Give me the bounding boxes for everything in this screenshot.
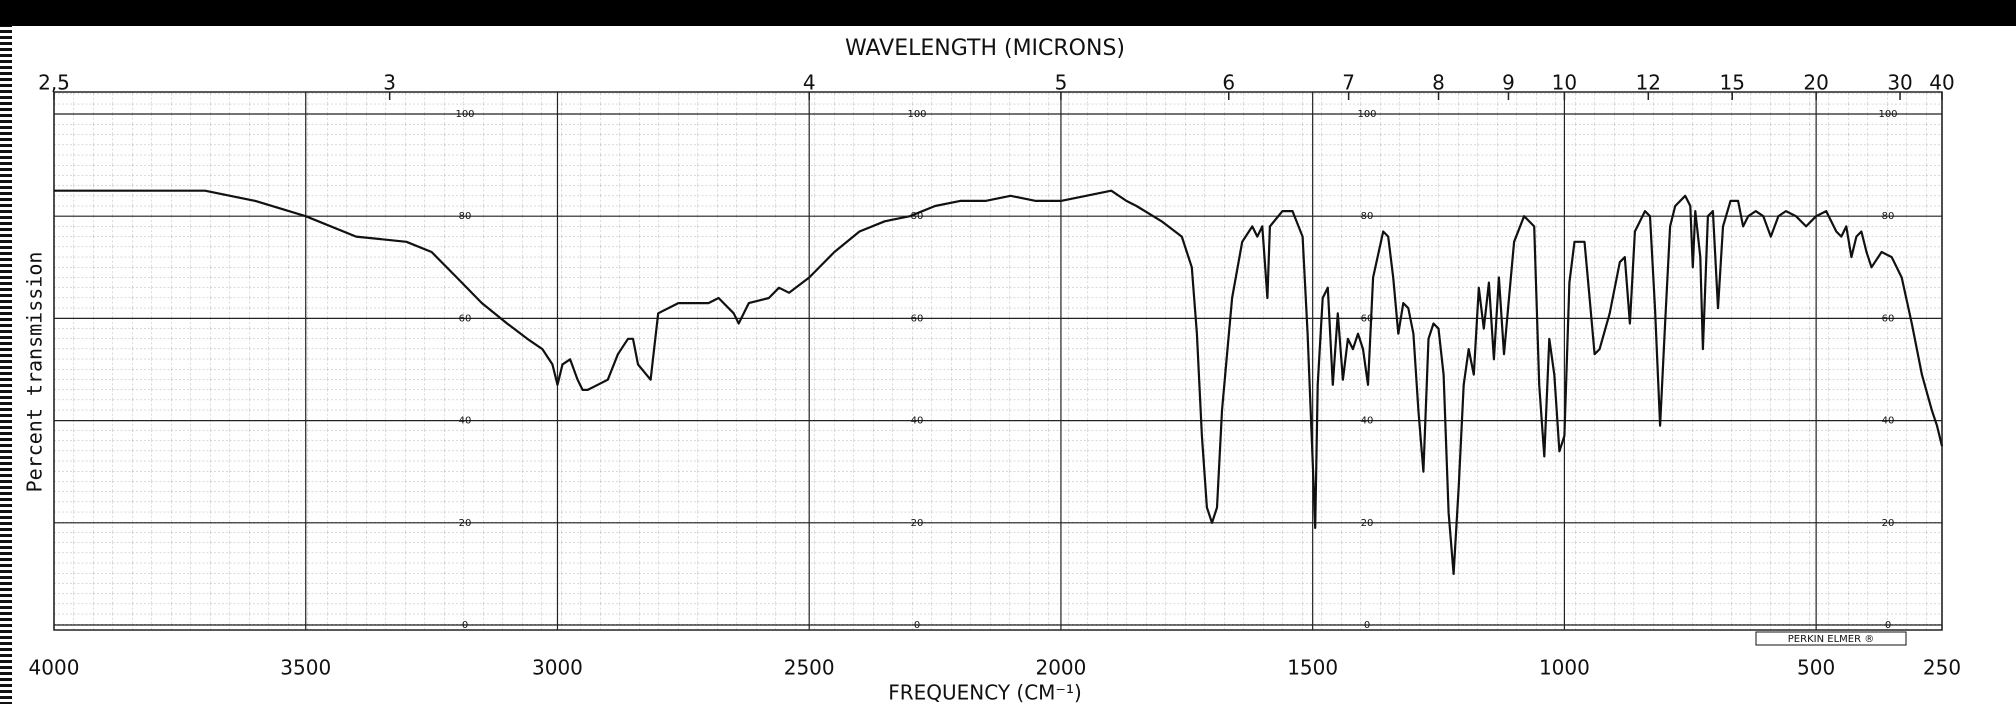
x2-tick-label: 2,5 (38, 71, 70, 95)
x-tick-label: 500 (1797, 656, 1835, 680)
x-tick-label: 3000 (532, 656, 583, 680)
y-tick-label: 40 (1882, 416, 1895, 427)
y-axis-title: Percent transmission (23, 252, 47, 493)
y-tick-label: 100 (1357, 109, 1376, 120)
x2-tick-label: 4 (803, 71, 816, 95)
plot-area (53, 91, 1943, 631)
x2-tick-label: 6 (1222, 71, 1235, 95)
y-tick-label: 20 (459, 518, 472, 529)
x-tick-label: 2500 (784, 656, 835, 680)
y-tick-label: 80 (1882, 211, 1895, 222)
x-tick-label: 1000 (1539, 656, 1590, 680)
left-edge (0, 26, 12, 704)
brand: PERKIN ELMER ® (1788, 634, 1874, 645)
y-tick-label: 60 (1361, 313, 1374, 324)
brand-box (1755, 631, 1907, 646)
y-tick-label: 0 (914, 620, 920, 631)
y-tick-label: 20 (911, 518, 924, 529)
x2-tick-label: 7 (1342, 71, 1355, 95)
y-tick-label: 80 (911, 211, 924, 222)
y-tick-label: 0 (1364, 620, 1370, 631)
x2-tick-label: 5 (1055, 71, 1068, 95)
y-tick-label: 80 (459, 211, 472, 222)
y-tick-label: 20 (1882, 518, 1895, 529)
x2-tick-label: 20 (1803, 71, 1828, 95)
x2-tick-label: 40 (1929, 71, 1954, 95)
x2-tick-label: 10 (1552, 71, 1577, 95)
x-tick-label: 1500 (1287, 656, 1338, 680)
x-tick-label: 3500 (280, 656, 331, 680)
x2-tick-label: 30 (1887, 71, 1912, 95)
y-tick-label: 40 (911, 416, 924, 427)
y-tick-label: 100 (455, 109, 474, 120)
x2-axis-title: WAVELENGTH (MICRONS) (845, 36, 1125, 61)
y-tick-label: 100 (907, 109, 926, 120)
y-tick-label: 40 (459, 416, 472, 427)
y-tick-label: 80 (1361, 211, 1374, 222)
x2-tick-label: 3 (383, 71, 396, 95)
x-tick-label: 250 (1923, 656, 1961, 680)
x2-tick-label: 12 (1636, 71, 1661, 95)
y-tick-label: 60 (911, 313, 924, 324)
x2-tick-label: 15 (1719, 71, 1744, 95)
x-axis-title: FREQUENCY (CM⁻¹) (888, 681, 1082, 704)
spectrum-line (54, 189, 1944, 575)
y-tick-label: 0 (1885, 620, 1891, 631)
y-tick-label: 0 (462, 620, 468, 631)
y-tick-label: 100 (1878, 109, 1897, 120)
y-tick-label: 60 (1882, 313, 1895, 324)
x-tick-label: 4000 (29, 656, 80, 680)
x2-tick-label: 9 (1502, 71, 1515, 95)
y-tick-label: 40 (1361, 416, 1374, 427)
top-band (0, 0, 2016, 26)
x-tick-label: 2000 (1035, 656, 1086, 680)
y-tick-label: 60 (459, 313, 472, 324)
y-tick-label: 20 (1361, 518, 1374, 529)
x2-tick-label: 8 (1432, 71, 1445, 95)
